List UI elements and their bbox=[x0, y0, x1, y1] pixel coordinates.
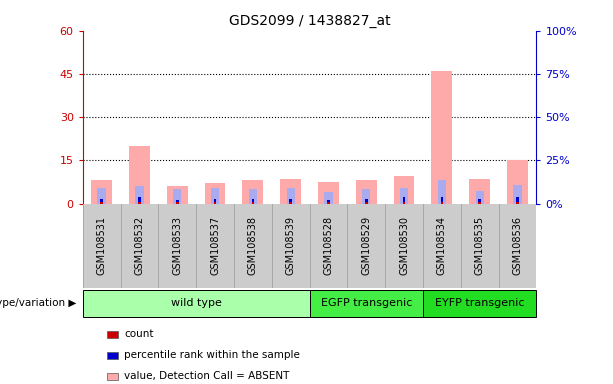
Bar bbox=[441, 202, 443, 204]
Bar bbox=[138, 202, 141, 204]
Bar bbox=[365, 199, 368, 202]
Bar bbox=[441, 197, 443, 202]
Bar bbox=[516, 197, 519, 202]
Bar bbox=[91, 180, 112, 204]
Bar bbox=[173, 189, 181, 204]
Bar bbox=[101, 199, 103, 202]
Bar bbox=[327, 200, 330, 202]
Text: GSM108535: GSM108535 bbox=[474, 216, 485, 275]
Bar bbox=[251, 199, 254, 202]
Bar bbox=[400, 188, 408, 204]
Bar bbox=[138, 197, 141, 202]
Bar bbox=[394, 176, 414, 204]
Bar bbox=[176, 200, 178, 202]
Bar bbox=[97, 188, 106, 204]
Text: count: count bbox=[124, 329, 154, 339]
FancyBboxPatch shape bbox=[310, 290, 423, 317]
Bar bbox=[280, 179, 301, 204]
Text: GSM108533: GSM108533 bbox=[172, 216, 182, 275]
Bar bbox=[176, 202, 178, 204]
Text: percentile rank within the sample: percentile rank within the sample bbox=[124, 350, 300, 360]
Bar bbox=[129, 146, 150, 204]
Text: GSM108528: GSM108528 bbox=[324, 216, 333, 275]
Bar bbox=[135, 186, 143, 204]
Bar bbox=[249, 189, 257, 204]
Bar bbox=[286, 188, 295, 204]
Bar bbox=[214, 202, 216, 204]
Bar bbox=[470, 179, 490, 204]
Text: GSM108534: GSM108534 bbox=[437, 216, 447, 275]
Bar bbox=[289, 202, 292, 204]
Text: GSM108530: GSM108530 bbox=[399, 216, 409, 275]
Bar bbox=[324, 192, 333, 204]
Bar bbox=[362, 189, 370, 204]
FancyBboxPatch shape bbox=[423, 290, 536, 317]
Bar bbox=[516, 202, 519, 204]
Text: GSM108532: GSM108532 bbox=[134, 216, 145, 275]
Bar bbox=[243, 180, 263, 204]
Bar bbox=[289, 199, 292, 202]
Text: value, Detection Call = ABSENT: value, Detection Call = ABSENT bbox=[124, 371, 290, 381]
Bar bbox=[403, 202, 405, 204]
Bar bbox=[356, 180, 376, 204]
Bar bbox=[513, 185, 522, 204]
Bar bbox=[211, 188, 219, 204]
Bar bbox=[438, 180, 446, 204]
Bar bbox=[167, 186, 188, 204]
Text: wild type: wild type bbox=[171, 298, 221, 308]
Bar bbox=[478, 199, 481, 202]
Bar bbox=[403, 197, 405, 202]
Text: genotype/variation ▶: genotype/variation ▶ bbox=[0, 298, 77, 308]
FancyBboxPatch shape bbox=[83, 290, 310, 317]
Text: GSM108538: GSM108538 bbox=[248, 216, 258, 275]
Text: GSM108537: GSM108537 bbox=[210, 216, 220, 275]
Bar bbox=[478, 202, 481, 204]
Text: EYFP transgenic: EYFP transgenic bbox=[435, 298, 525, 308]
Bar bbox=[318, 182, 339, 204]
Bar bbox=[205, 184, 226, 204]
Bar bbox=[507, 161, 528, 204]
Title: GDS2099 / 1438827_at: GDS2099 / 1438827_at bbox=[229, 14, 390, 28]
Text: GSM108531: GSM108531 bbox=[97, 216, 107, 275]
Bar bbox=[327, 202, 330, 204]
Bar bbox=[365, 202, 368, 204]
Bar bbox=[251, 202, 254, 204]
Bar bbox=[214, 199, 216, 202]
Bar bbox=[476, 190, 484, 204]
Bar bbox=[432, 71, 452, 204]
Text: EGFP transgenic: EGFP transgenic bbox=[321, 298, 412, 308]
Text: GSM108529: GSM108529 bbox=[361, 216, 371, 275]
Bar bbox=[101, 202, 103, 204]
Text: GSM108536: GSM108536 bbox=[512, 216, 522, 275]
Text: GSM108539: GSM108539 bbox=[286, 216, 295, 275]
